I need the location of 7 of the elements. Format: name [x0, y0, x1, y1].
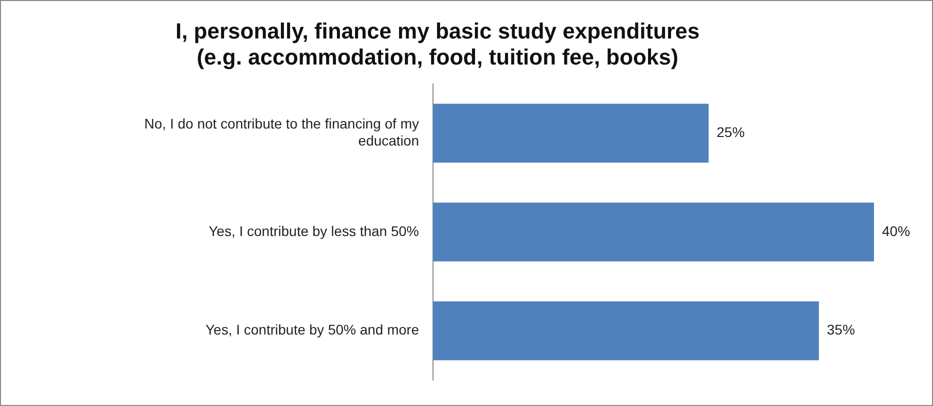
y-tick-label: No, I do not contribute to the financing of my education	[144, 116, 419, 148]
chart-title: I, personally, finance my basic study expenditures (e.g. accommodation, food, tuition fee, books)	[175, 18, 700, 70]
data-label: 25%	[716, 124, 745, 140]
data-label: 40%	[882, 222, 910, 239]
data-label: 35%	[826, 322, 855, 338]
y-tick-label: Yes, I contribute by less than 50%	[208, 222, 419, 239]
y-tick-label: Yes, I contribute by 50% and more	[206, 322, 420, 338]
